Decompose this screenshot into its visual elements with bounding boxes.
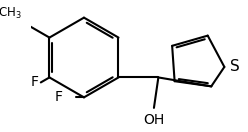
Text: CH$_3$: CH$_3$: [0, 6, 21, 21]
Text: OH: OH: [143, 113, 165, 127]
Text: F: F: [55, 90, 63, 104]
Text: S: S: [230, 59, 240, 74]
Text: F: F: [31, 75, 39, 89]
